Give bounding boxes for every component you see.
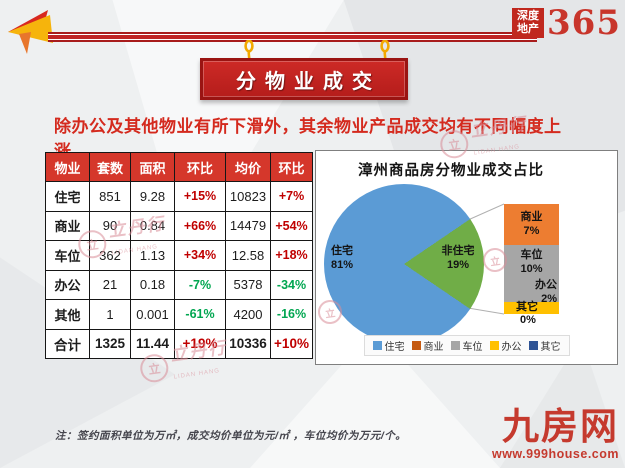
cell-mom: +19%: [174, 328, 226, 359]
bar-label-parking: 车位 10%: [520, 249, 543, 275]
cell-property: 车位: [45, 240, 90, 271]
cell-units: 851: [89, 181, 131, 212]
chart-legend: 住宅 商业 车位 办公 其它: [363, 335, 570, 356]
pie-chart-panel: 漳州商品房分物业成交占比 住宅 81% 非住宅 19% 商业 7% 车位 10% 办公 2…: [315, 150, 618, 365]
cell-area: 11.44: [130, 328, 175, 359]
pie-label-nonresidential: 非住宅 19%: [441, 245, 475, 271]
property-table: 物业 套数 面积 环比 均价 环比 住宅 851 9.28 +15% 10823…: [45, 152, 313, 359]
legend-label: 办公: [501, 342, 522, 353]
legend-swatch-icon: [372, 341, 382, 350]
logo-box: 深度 地产: [512, 8, 545, 38]
cell-area: 9.28: [130, 181, 175, 212]
col-header: 物业: [45, 152, 90, 182]
legend-item: 商业: [411, 338, 444, 353]
shendu-dichan-365-logo: 深度 地产 365: [512, 6, 621, 40]
cell-area: 0.001: [130, 299, 175, 330]
cell-area: 0.84: [130, 210, 175, 241]
cell-property: 商业: [45, 210, 90, 241]
legend-label: 其它: [540, 342, 561, 353]
bar-segment: [504, 302, 559, 314]
cell-units: 362: [89, 240, 131, 271]
legend-swatch-icon: [450, 341, 460, 350]
table-row: 商业 90 0.84 +66% 14479 +54%: [45, 210, 313, 241]
bar-segment: [504, 204, 559, 245]
chart-title: 漳州商品房分物业成交占比: [358, 163, 544, 179]
bar-label-commercial: 商业 7%: [520, 211, 543, 237]
cell-mom: -34%: [270, 269, 313, 300]
site-url: www.999house.com: [491, 446, 619, 461]
section-title: 分物业成交: [236, 68, 381, 93]
col-header: 面积: [130, 152, 175, 182]
table-header-row: 物业 套数 面积 环比 均价 环比: [45, 152, 313, 182]
jiufangwang-logo: 九房网 www.999house.com: [492, 406, 619, 461]
cell-property: 合计: [45, 328, 90, 359]
bar-label-office: 办公 2%: [535, 279, 557, 305]
cell-mom: +18%: [270, 240, 313, 271]
logo-line1: 深度: [517, 10, 540, 23]
bar-segment: [504, 244, 559, 303]
cell-units: 1: [89, 299, 131, 330]
cell-units: 1325: [89, 328, 131, 359]
callout-lines: [467, 203, 505, 315]
cell-mom: -16%: [270, 299, 313, 330]
pie: [324, 184, 484, 344]
legend-label: 商业: [423, 342, 444, 353]
pie-label-residential: 住宅 81%: [330, 245, 354, 271]
cell-mom: -61%: [174, 299, 226, 330]
cell-units: 21: [89, 269, 131, 300]
cell-property: 住宅: [45, 181, 90, 212]
logo-line2: 地产: [517, 23, 540, 35]
legend-swatch-icon: [489, 341, 499, 350]
col-header: 均价: [225, 152, 271, 182]
legend-item: 车位: [450, 338, 483, 353]
cell-area: 0.18: [130, 269, 175, 300]
cell-mom: +10%: [270, 328, 313, 359]
cell-price: 14479: [225, 210, 271, 241]
logo-number: 365: [547, 3, 621, 43]
paper-plane-icon: [8, 10, 53, 54]
col-header: 环比: [270, 152, 313, 182]
legend-swatch-icon: [528, 341, 538, 350]
bar-label-other: 其它: [516, 301, 538, 313]
cell-price: 10336: [225, 328, 271, 359]
cell-price: 5378: [225, 269, 271, 300]
cell-mom: +66%: [174, 210, 226, 241]
cell-units: 90: [89, 210, 131, 241]
cell-price: 12.58: [225, 240, 271, 271]
horizontal-rule-line: [48, 32, 537, 42]
cell-mom: +7%: [270, 181, 313, 212]
legend-label: 住宅: [384, 342, 405, 353]
cell-mom: +15%: [174, 181, 226, 212]
bar-label-other-pct: 0%: [520, 314, 536, 326]
legend-swatch-icon: [411, 341, 421, 350]
footnote: 注：签约面积单位为万㎡，成交均价单位为元/㎡ ，车位均价为万元/个。: [55, 430, 407, 442]
cell-price: 10823: [225, 181, 271, 212]
stamp-latin: LIDAN HANG: [173, 368, 221, 381]
table-row: 办公 21 0.18 -7% 5378 -34%: [45, 269, 313, 300]
table-total-row: 合计 1325 11.44 +19% 10336 +10%: [45, 328, 313, 359]
cell-mom: +54%: [270, 210, 313, 241]
col-header: 套数: [89, 152, 131, 182]
cell-mom: +34%: [174, 240, 226, 271]
legend-item: 其它: [528, 338, 561, 353]
col-header: 环比: [174, 152, 226, 182]
breakdown-bar: [504, 204, 559, 314]
cell-property: 其他: [45, 299, 90, 330]
table-row: 车位 362 1.13 +34% 12.58 +18%: [45, 240, 313, 271]
legend-item: 办公: [489, 338, 522, 353]
section-title-banner: 分物业成交: [200, 58, 408, 100]
table-row: 其他 1 0.001 -61% 4200 -16%: [45, 299, 313, 330]
cell-mom: -7%: [174, 269, 226, 300]
legend-label: 车位: [462, 342, 483, 353]
table-row: 住宅 851 9.28 +15% 10823 +7%: [45, 181, 313, 212]
legend-item: 住宅: [372, 338, 405, 353]
site-name: 九房网: [502, 404, 619, 448]
cell-area: 1.13: [130, 240, 175, 271]
cell-price: 4200: [225, 299, 271, 330]
cell-property: 办公: [45, 269, 90, 300]
